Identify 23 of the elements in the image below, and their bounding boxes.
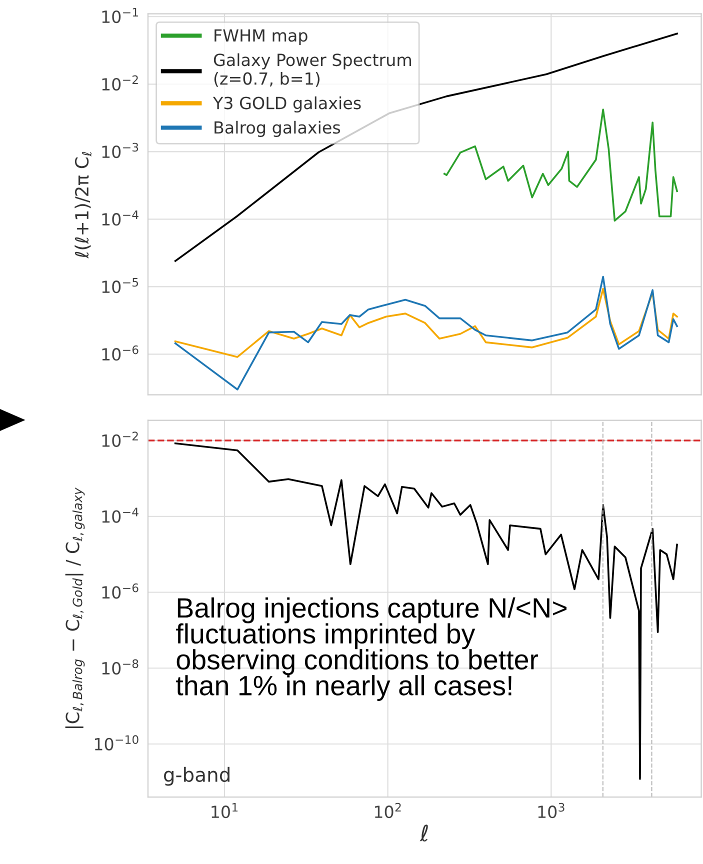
- y-tick-label: 10$^{−5}$: [102, 278, 138, 294]
- x-axis-title: ℓ: [420, 824, 428, 842]
- legend-label: Y3 GOLD galaxies: [212, 96, 361, 113]
- annotation: g-band: [164, 766, 230, 786]
- y-tick-label: 10$^{−1}$: [102, 8, 138, 24]
- x-tick-label: 10$^{3}$: [538, 802, 564, 818]
- y-tick-label: 10$^{−4}$: [102, 210, 138, 226]
- annotation: Balrog injections capture N/<N> fluctuations imprinted by observing conditions to better than 1% in nearly all cases!: [176, 597, 566, 701]
- x-tick-label: 10$^{1}$: [212, 803, 238, 818]
- y-tick-label: 10$^{−6}$: [102, 583, 138, 599]
- y-tick-label: 10$^{−2}$: [102, 432, 138, 447]
- y-tick-label: 10$^{−6}$: [102, 345, 138, 361]
- legend-label: Galaxy Power Spectrum (z=0.7, b=1): [214, 53, 412, 87]
- x-tick-label: 10$^{2}$: [374, 802, 401, 818]
- y-tick-label: 10$^{−10}$: [94, 735, 138, 750]
- legend-label: Balrog galaxies: [214, 120, 340, 138]
- y-tick-label: 10$^{−4}$: [102, 508, 138, 523]
- y-tick-label: 10$^{−2}$: [102, 75, 138, 91]
- legend-label: FWHM map: [214, 29, 308, 45]
- y-tick-label: 10$^{−3}$: [102, 142, 138, 158]
- y-axis-title: ℓ(ℓ+1)/2π C$_{ℓ}$: [74, 152, 92, 258]
- y-tick-label: 10$^{−8}$: [102, 659, 138, 675]
- y-axis-title: |C$_{ℓ,Balrog}$ − C$_{ℓ,Gold}$| / C$_{ℓ,galaxy}$: [65, 487, 85, 728]
